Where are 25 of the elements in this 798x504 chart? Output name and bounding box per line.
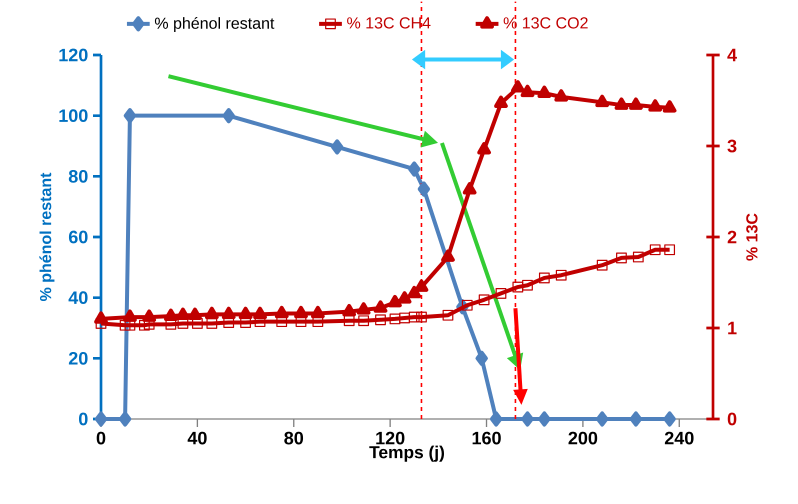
x-tick-label: 240	[664, 432, 694, 444]
y2-tick-label: 0	[728, 412, 736, 426]
x-tick-label: 200	[568, 432, 598, 444]
x-tick-label: 120	[376, 432, 404, 444]
legend-label: % 13C CO2	[504, 17, 588, 29]
legend-label: % phénol restant	[154, 16, 274, 32]
y-tick-label: 20	[68, 352, 88, 365]
y2-tick-label: 2	[728, 230, 736, 244]
y2-tick-label: 3	[727, 140, 736, 152]
y-tick-label: 120	[59, 48, 88, 62]
x-tick-label: 160	[472, 432, 501, 444]
y-tick-label: 100	[59, 109, 88, 122]
y-tick-label: 60	[68, 230, 88, 244]
y2-tick-label: 4	[727, 48, 737, 62]
y-tick-label: 80	[68, 170, 88, 183]
x-tick-label: 40	[188, 432, 207, 444]
y-tick-label: 40	[68, 291, 88, 304]
legend-label: % 13C CH4	[347, 17, 431, 29]
x-tick-label: 0	[96, 432, 106, 444]
y-tick-label: 0	[78, 412, 88, 426]
y-axis-title: % phénol restant	[39, 172, 54, 302]
x-tick-label: 80	[284, 432, 304, 444]
y2-axis-title: % 13C	[746, 213, 758, 261]
y2-tick-label: 1	[728, 322, 737, 334]
x-axis-title: Temps (j)	[369, 446, 444, 462]
